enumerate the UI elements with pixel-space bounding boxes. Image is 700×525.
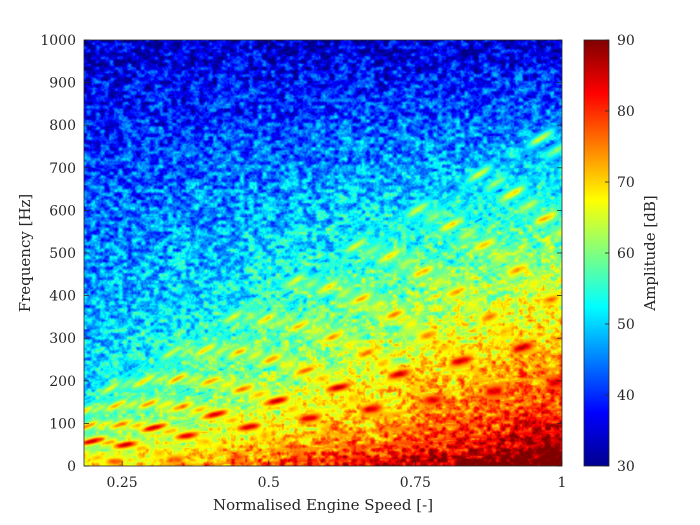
colorbar-tick-label: 40 [617, 388, 635, 404]
y-tick-label: 700 [49, 161, 76, 177]
colorbar-tick-label: 90 [617, 33, 635, 49]
x-tick-label: 0.75 [400, 475, 431, 491]
colorbar-gradient [583, 39, 610, 467]
x-axis-label: Normalised Engine Speed [-] [213, 496, 433, 514]
y-tick-label: 900 [49, 76, 76, 92]
y-tick-label: 600 [49, 203, 76, 219]
y-tick-label: 300 [49, 331, 76, 347]
y-axis: 0 100 200 300 400 500 600 700 800 900 1000 [40, 33, 562, 475]
plot-area [84, 40, 562, 466]
colorbar-tick-label: 60 [617, 246, 635, 262]
heatmap-image [84, 40, 562, 466]
y-tick-label: 1000 [40, 33, 76, 49]
y-tick-label: 200 [49, 374, 76, 390]
x-tick-label: 0.25 [107, 475, 138, 491]
y-tick-label: 100 [49, 416, 76, 432]
y-tick-label: 800 [49, 118, 76, 134]
colorbar-label: Amplitude [dB] [641, 195, 659, 312]
colorbar: 30 40 50 60 70 80 90 Amplitude [dB] [583, 33, 659, 475]
colorbar-ticks: 30 40 50 60 70 80 90 [605, 33, 635, 475]
y-axis-label: Frequency [Hz] [16, 194, 34, 313]
y-tick-label: 500 [49, 246, 76, 262]
colorbar-tick-label: 80 [617, 104, 635, 120]
x-axis: 0.25 0.5 0.75 1 [107, 40, 567, 491]
colorbar-tick-label: 50 [617, 317, 635, 333]
x-tick-label: 0.5 [258, 475, 280, 491]
y-tick-label: 400 [49, 289, 76, 305]
colorbar-tick-label: 70 [617, 175, 635, 191]
y-tick-label: 0 [67, 459, 76, 475]
x-tick-label: 1 [558, 475, 567, 491]
colorbar-tick-label: 30 [617, 459, 635, 475]
